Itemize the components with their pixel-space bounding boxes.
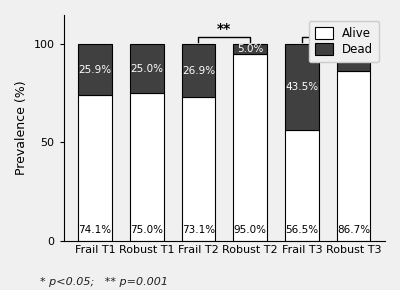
Text: **: ** xyxy=(217,21,232,36)
Text: 73.1%: 73.1% xyxy=(182,225,215,235)
Bar xyxy=(78,95,112,240)
Legend: Alive, Dead: Alive, Dead xyxy=(309,21,379,62)
Bar xyxy=(337,70,370,240)
Bar xyxy=(182,44,215,97)
Text: 86.7%: 86.7% xyxy=(337,225,370,235)
Text: 95.0%: 95.0% xyxy=(234,225,267,235)
Text: 26.9%: 26.9% xyxy=(182,66,215,76)
Text: 13.3%: 13.3% xyxy=(337,52,370,62)
Bar xyxy=(130,93,164,240)
Bar xyxy=(337,44,370,70)
Text: 56.5%: 56.5% xyxy=(285,225,318,235)
Text: 74.1%: 74.1% xyxy=(78,225,112,235)
Bar xyxy=(285,44,319,130)
Text: *: * xyxy=(324,21,331,36)
Text: 5.0%: 5.0% xyxy=(237,44,263,54)
Bar xyxy=(182,97,215,240)
Text: 43.5%: 43.5% xyxy=(285,82,318,92)
Bar xyxy=(78,44,112,95)
Bar xyxy=(285,130,319,240)
Y-axis label: Prevalence (%): Prevalence (%) xyxy=(15,80,28,175)
Text: 25.9%: 25.9% xyxy=(78,65,112,75)
Text: 75.0%: 75.0% xyxy=(130,225,163,235)
Text: 25.0%: 25.0% xyxy=(130,64,163,74)
Text: * p<0.05;   ** p=0.001: * p<0.05; ** p=0.001 xyxy=(40,277,168,287)
Bar xyxy=(130,44,164,93)
Bar xyxy=(233,54,267,240)
Bar xyxy=(233,44,267,54)
